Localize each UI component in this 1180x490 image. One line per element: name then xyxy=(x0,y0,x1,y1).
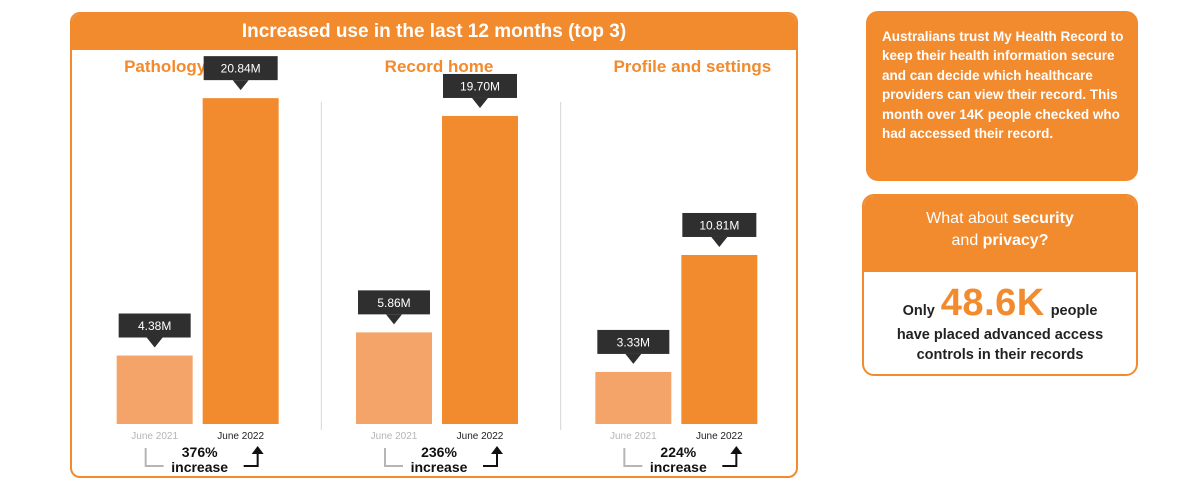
value-label-pointer xyxy=(711,236,728,247)
group-title: Profile and settings xyxy=(613,57,771,76)
value-label: 19.70M xyxy=(460,79,500,93)
value-label-box xyxy=(203,56,278,81)
bar xyxy=(681,254,758,424)
security-line3: controls in their records xyxy=(916,347,1084,363)
security-q-privacy: privacy? xyxy=(982,232,1049,249)
chart-title: Increased use in the last 12 months (top… xyxy=(72,14,796,50)
value-label-pointer xyxy=(472,97,488,108)
value-label-pointer xyxy=(146,337,163,348)
category-label: June 2022 xyxy=(457,431,504,442)
value-label-box xyxy=(358,290,430,315)
category-label: June 2022 xyxy=(217,431,264,442)
security-card-body: Only 48.6K people have placed advanced a… xyxy=(864,272,1136,365)
trust-info-card: Australians trust My Health Record to ke… xyxy=(866,11,1138,181)
value-label: 4.38M xyxy=(138,319,171,333)
increase-bracket xyxy=(483,452,498,467)
category-label: June 2021 xyxy=(131,431,178,442)
security-only: Only xyxy=(902,303,935,319)
increase-arrow-icon xyxy=(730,446,743,454)
bar xyxy=(442,115,518,425)
value-label-box xyxy=(118,313,191,338)
bar xyxy=(595,371,672,424)
value-label-box xyxy=(597,329,670,354)
security-q-and: and xyxy=(951,232,983,249)
value-label-box xyxy=(682,212,757,237)
value-label-pointer xyxy=(625,353,642,364)
security-card-header: What about security and privacy? xyxy=(864,196,1136,272)
increase-word: increase xyxy=(650,459,707,475)
increase-arrow-icon xyxy=(251,446,264,454)
value-label: 5.86M xyxy=(377,296,410,310)
value-label: 10.81M xyxy=(699,218,739,232)
chart-panel: Increased use in the last 12 months (top… xyxy=(70,12,798,478)
baseline-bracket xyxy=(144,448,164,467)
category-label: June 2021 xyxy=(371,431,418,442)
value-label: 3.33M xyxy=(617,335,650,349)
bar xyxy=(356,332,432,424)
value-label-pointer xyxy=(386,314,402,325)
security-line2: have placed advanced access xyxy=(896,327,1104,343)
bar xyxy=(202,98,279,424)
trust-text-part1: Australians trust My Health Record to ke… xyxy=(882,29,1124,122)
value-label: 20.84M xyxy=(221,62,261,76)
bar xyxy=(116,355,193,424)
increase-percent: 236% xyxy=(421,444,457,460)
increase-bracket xyxy=(243,452,259,467)
trust-text-part2: people checked who had accessed their re… xyxy=(882,106,1120,142)
baseline-bracket xyxy=(384,448,403,467)
security-card: What about security and privacy? Only 48… xyxy=(862,194,1138,376)
security-q-prefix: What about xyxy=(926,210,1013,227)
security-number: 48.6K xyxy=(940,282,1045,324)
trust-text-highlight: over 14K xyxy=(927,106,985,122)
security-people: people xyxy=(1050,303,1098,319)
increase-percent: 376% xyxy=(182,444,218,460)
value-label-pointer xyxy=(232,80,249,91)
value-label-box xyxy=(443,73,517,98)
increase-bracket xyxy=(722,452,738,467)
increase-word: increase xyxy=(411,459,468,475)
increase-percent: 224% xyxy=(660,444,696,460)
group-title: Record home xyxy=(385,57,494,76)
increase-arrow-icon xyxy=(491,446,503,454)
baseline-bracket xyxy=(623,448,643,467)
category-label: June 2021 xyxy=(610,431,657,442)
security-q-security: security xyxy=(1012,210,1074,227)
increase-word: increase xyxy=(171,459,228,475)
category-label: June 2022 xyxy=(696,431,743,442)
